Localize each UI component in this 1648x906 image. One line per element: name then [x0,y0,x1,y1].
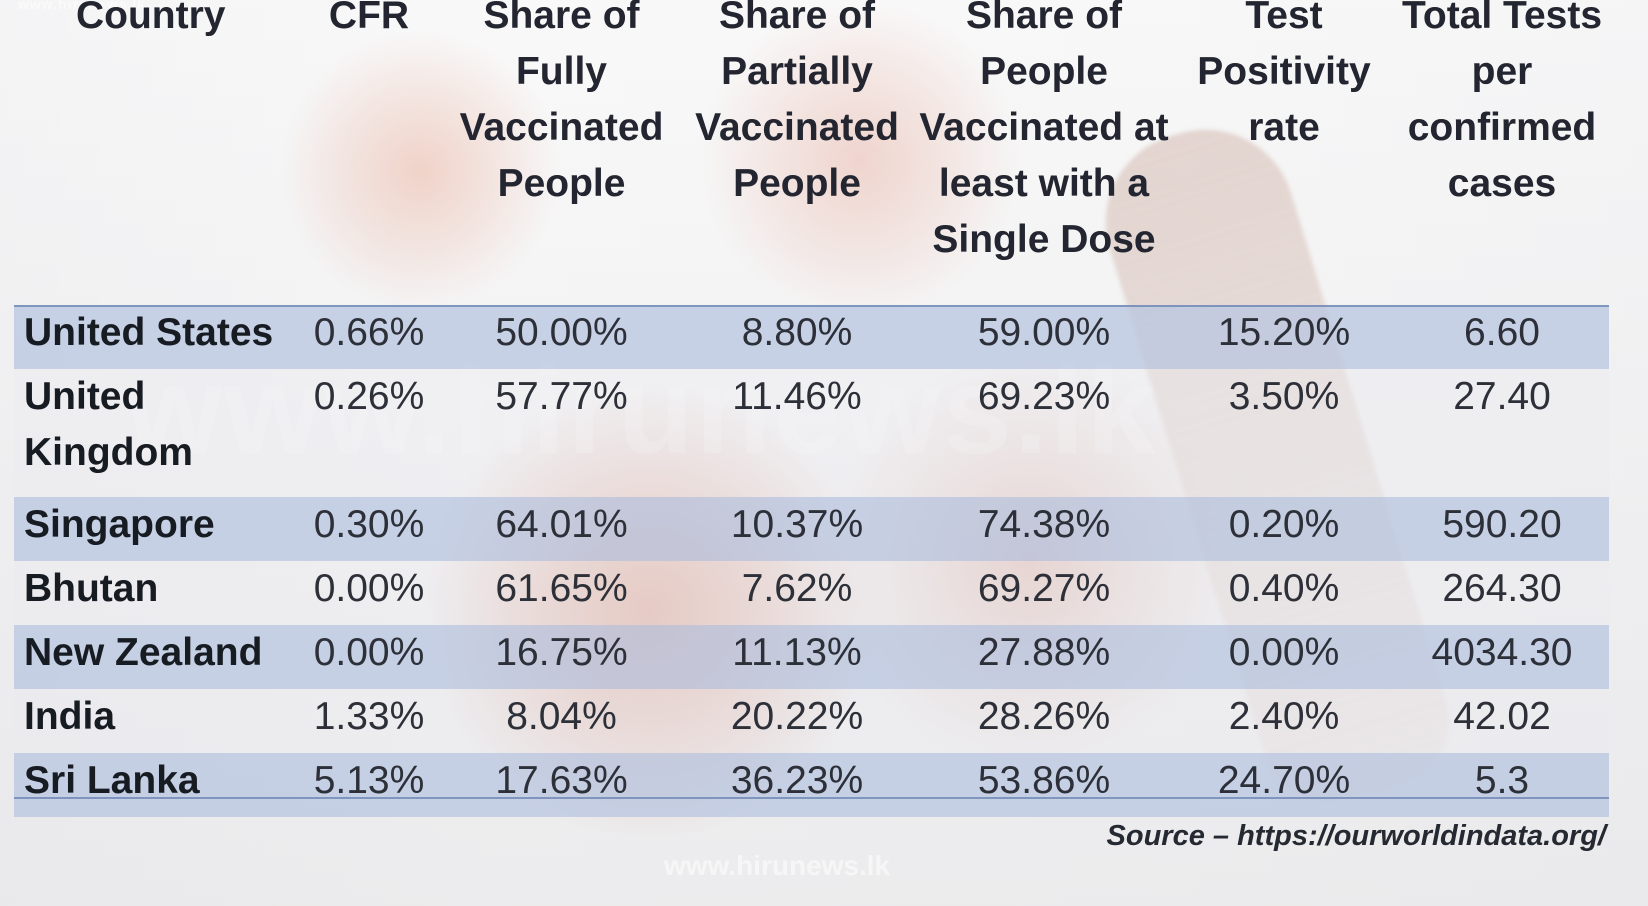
header-test-positivity: Test Positivity rate [1173,0,1395,305]
single-dose-cell: 53.86% [977,759,1111,802]
test-positivity-cell: 2.40% [1228,695,1340,738]
header-cfr-text: CFR [328,0,410,37]
cfr-cell: 0.00% [313,631,425,674]
table-bottom-border [14,797,1609,799]
table-row: New Zealand 0.00% 16.75% 11.13% 27.88% 0… [14,625,1609,689]
header-single-line-5: Single Dose [932,218,1156,261]
single-dose-cell: 59.00% [977,311,1111,354]
header-positivity-line-3: rate [1248,106,1320,149]
total-tests-cell: 4034.30 [1431,631,1573,674]
fully-vaccinated-cell: 61.65% [495,567,628,610]
partially-vaccinated-cell: 11.46% [732,375,862,418]
header-country-text: Country [76,0,226,37]
country-cell: United Kingdom [14,369,294,497]
total-tests-cell: 5.3 [1474,759,1530,802]
header-fully-line-4: People [497,162,626,205]
header-single-line-2: People [980,50,1108,93]
country-cell: New Zealand [24,631,263,674]
partially-vaccinated-cell: 7.62% [741,567,853,610]
table-row: United States 0.66% 50.00% 8.80% 59.00% … [14,305,1609,369]
table-row: Sri Lanka 5.13% 17.63% 36.23% 53.86% 24.… [14,753,1609,817]
cfr-cell: 0.30% [313,503,425,546]
table-row: India 1.33% 8.04% 20.22% 28.26% 2.40% 42… [14,689,1609,753]
main-watermark: www.hirunews.lk [126,342,1158,480]
total-tests-cell: 590.20 [1442,503,1562,546]
cfr-cell: 1.33% [313,695,425,738]
header-fully-vaccinated: Share of Fully Vaccinated People [444,0,679,305]
cfr-cell: 0.26% [313,375,425,418]
cfr-cell: 0.00% [313,567,425,610]
table-row: United Kingdom 0.26% 57.77% 11.46% 69.23… [14,369,1609,497]
partially-vaccinated-cell: 10.37% [730,503,864,546]
fully-vaccinated-cell: 57.77% [495,375,628,418]
header-single-line-3: Vaccinated at [919,106,1169,149]
source-attribution: Source – https://ourworldindata.org/ [1106,820,1606,852]
header-fully-line-1: Share of [483,0,640,37]
test-positivity-cell: 0.40% [1228,567,1340,610]
header-single-line-4: least with a [938,162,1150,205]
test-positivity-cell: 15.20% [1217,311,1351,354]
cfr-cell: 0.66% [313,311,425,354]
single-dose-cell: 69.27% [977,567,1111,610]
country-line-2: Kingdom [24,431,193,474]
fully-vaccinated-cell: 50.00% [495,311,628,354]
country-cell: United States [24,311,274,354]
header-partial-line-3: Vaccinated [695,106,899,149]
fully-vaccinated-cell: 64.01% [495,503,628,546]
header-tests-line-1: Total Tests [1401,0,1603,37]
total-tests-cell: 27.40 [1453,375,1551,418]
table-row: Singapore 0.30% 64.01% 10.37% 74.38% 0.2… [14,497,1609,561]
fully-vaccinated-cell: 17.63% [495,759,628,802]
header-tests-line-4: cases [1447,162,1557,205]
partially-vaccinated-cell: 36.23% [730,759,864,802]
test-positivity-cell: 3.50% [1228,375,1340,418]
bottom-watermark: www.hirunews.lk [664,850,891,881]
header-positivity-line-1: Test [1245,0,1323,37]
total-tests-cell: 42.02 [1453,695,1551,738]
header-cfr: CFR [294,0,444,305]
header-single-line-1: Share of [965,0,1123,37]
country-cell: Bhutan [24,567,159,610]
total-tests-cell: 6.60 [1464,311,1540,354]
country-cell: Singapore [24,503,215,546]
country-line-1: United [24,375,146,418]
header-fully-line-2: Fully [515,50,607,93]
table-header: Country CFR Share of Fully Vaccinated Pe… [14,0,1609,305]
fully-vaccinated-cell: 8.04% [506,695,617,738]
fully-vaccinated-cell: 16.75% [495,631,628,674]
total-tests-cell: 264.30 [1442,567,1562,610]
header-positivity-line-2: Positivity [1197,50,1371,93]
single-dose-cell: 69.23% [977,375,1111,418]
vaccination-comparison-table: Country CFR Share of Fully Vaccinated Pe… [14,0,1609,817]
country-cell: Sri Lanka [24,759,200,802]
table-body: United States 0.66% 50.00% 8.80% 59.00% … [14,305,1609,817]
test-positivity-cell: 24.70% [1217,759,1351,802]
partially-vaccinated-cell: 20.22% [730,695,864,738]
country-cell: India [24,695,116,738]
header-partial-line-4: People [733,162,861,205]
partially-vaccinated-cell: 11.13% [732,631,862,674]
header-tests-line-3: confirmed [1407,106,1597,149]
single-dose-cell: 27.88% [977,631,1111,674]
header-row: Country CFR Share of Fully Vaccinated Pe… [14,0,1609,305]
top-watermark: www.hirunews.lk [18,0,147,12]
header-partial-line-2: Partially [721,50,873,93]
header-single-dose: Share of People Vaccinated at least with… [915,0,1173,305]
header-tests-line-2: per [1471,50,1533,93]
cfr-cell: 5.13% [313,759,425,802]
test-positivity-cell: 0.00% [1228,631,1340,674]
single-dose-cell: 74.38% [977,503,1111,546]
test-positivity-cell: 0.20% [1228,503,1340,546]
partially-vaccinated-cell: 8.80% [741,311,853,354]
header-country: Country [14,0,294,305]
table-top-border [14,305,1609,307]
table-row: Bhutan 0.00% 61.65% 7.62% 69.27% 0.40% 2… [14,561,1609,625]
single-dose-cell: 28.26% [977,695,1111,738]
header-partial-line-1: Share of [718,0,876,37]
header-total-tests: Total Tests per confirmed cases [1395,0,1609,305]
header-partially-vaccinated: Share of Partially Vaccinated People [679,0,915,305]
header-fully-line-3: Vaccinated [459,106,664,149]
